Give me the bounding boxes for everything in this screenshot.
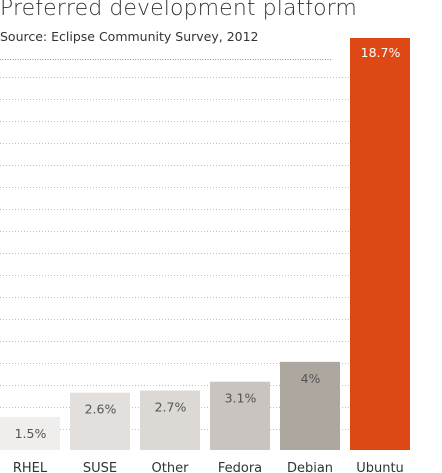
bar-ubuntu	[350, 38, 410, 450]
tick-label-debian: Debian	[287, 461, 333, 473]
tick-label-ubuntu: Ubuntu	[356, 461, 404, 473]
data-label-suse: 2.6%	[85, 402, 117, 417]
tick-label-rhel: RHEL	[13, 461, 48, 473]
x-tick-labels: RHEL SUSE Other Fedora Debian Ubuntu	[13, 461, 404, 473]
data-label-fedora: 3.1%	[225, 391, 257, 406]
data-label-ubuntu: 18.7%	[361, 45, 401, 60]
tick-label-fedora: Fedora	[218, 461, 262, 473]
tick-label-other: Other	[152, 461, 190, 473]
data-label-debian: 4%	[301, 371, 321, 386]
tick-label-suse: SUSE	[83, 461, 117, 473]
data-labels: 1.5% 2.6% 2.7% 3.1% 4% 18.7%	[15, 45, 401, 441]
data-label-other: 2.7%	[155, 400, 187, 415]
data-label-rhel: 1.5%	[15, 426, 47, 441]
